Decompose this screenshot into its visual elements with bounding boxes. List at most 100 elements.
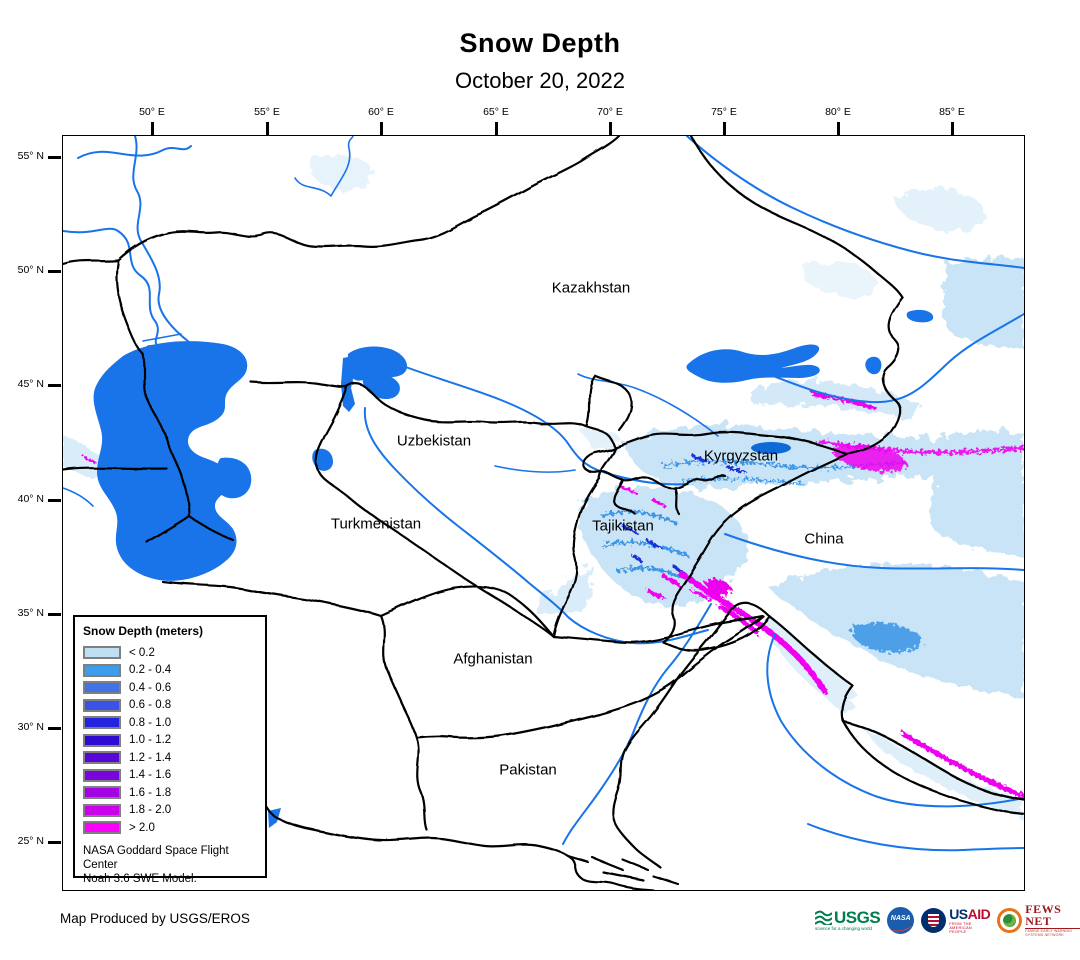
border-china-nepal <box>841 719 1024 802</box>
border-afghanistan-pakistan <box>415 614 765 740</box>
fewsnet-logo: FEWS NET FAMINE EARLY WARNING SYSTEMS NE… <box>997 903 1080 938</box>
coastline-arabian-sea <box>257 796 655 890</box>
lon-tick-label: 70° E <box>597 106 623 118</box>
snow-topmid-speckle <box>310 154 374 191</box>
border-kazakhstan-china <box>845 296 905 456</box>
page-title: Snow Depth <box>459 28 621 58</box>
legend-row: 1.6 - 1.8 <box>83 784 257 802</box>
country-label-tajikistan: Tajikistan <box>592 517 654 535</box>
lon-tick-label: 55° E <box>254 106 280 118</box>
usaid-logo: USAID FROM THE AMERICAN PEOPLE <box>921 907 991 934</box>
legend-swatch <box>83 716 121 730</box>
snow-magenta-layer <box>84 392 1024 799</box>
border-fergana-interlock <box>582 446 727 490</box>
river-volga-bend <box>77 145 192 159</box>
lat-tick-label: 35° N <box>17 607 44 619</box>
legend-swatch <box>83 821 121 835</box>
legend-label: 1.2 - 1.4 <box>129 751 172 764</box>
country-label-uzbekistan: Uzbekistan <box>396 432 472 450</box>
usgs-logo: USGS science for a changing world <box>815 909 881 932</box>
border-china-india-himalaya <box>767 614 855 723</box>
legend-label: 0.4 - 0.6 <box>129 681 172 694</box>
lat-tick-mark <box>48 270 61 273</box>
legend-row: 1.0 - 1.2 <box>83 732 257 750</box>
fewsnet-globe-icon <box>997 907 1023 933</box>
country-label-kazakhstan: Kazakhstan <box>551 279 631 297</box>
snow-tienshan-band <box>623 424 1024 488</box>
caspian-internal-west-lateral <box>63 467 169 472</box>
nasa-logo: NASA <box>887 906 915 934</box>
border-wakhan-corridor <box>661 614 771 652</box>
lat-tick-label: 45° N <box>17 378 44 390</box>
borders-layer <box>63 136 1024 890</box>
legend-swatch <box>83 646 121 660</box>
legend-row: 0.2 - 0.4 <box>83 662 257 680</box>
lat-tick-mark <box>48 384 61 387</box>
border-nepal-india <box>841 719 1024 816</box>
lon-tick-label: 80° E <box>825 106 851 118</box>
legend-label: 1.0 - 1.2 <box>129 734 172 747</box>
snow-magenta-pamir-flecks <box>646 574 710 600</box>
legend-source-note: NASA Goddard Space Flight Center Noah 3.… <box>83 844 257 887</box>
lon-tick-label: 60° E <box>368 106 394 118</box>
country-label-turkmenistan: Turkmenistan <box>330 515 422 533</box>
usgs-tagline: science for a changing world <box>815 925 873 931</box>
border-kazakhstan-uzbekistan <box>249 380 617 450</box>
legend-label: 1.8 - 2.0 <box>129 804 172 817</box>
border-china-kyrgyzstan-tajikistan <box>661 452 849 644</box>
border-kashmir-china <box>733 601 771 618</box>
rann-of-kutch-hatch <box>566 854 680 886</box>
lon-tick-mark <box>151 122 154 135</box>
usgs-wave-icon <box>815 910 832 925</box>
lon-tick-mark <box>951 122 954 135</box>
aral-sea-north <box>347 346 408 381</box>
river-irtysh <box>686 136 1024 269</box>
fewsnet-logo-text: FEWS NET <box>1025 903 1080 929</box>
river-ural <box>132 136 190 343</box>
river-ganges <box>807 823 1024 852</box>
lat-tick-label: 30° N <box>17 721 44 733</box>
snow-magenta-pamir-cluster <box>703 578 732 597</box>
lon-tick-mark <box>609 122 612 135</box>
legend-row: 0.6 - 0.8 <box>83 697 257 715</box>
legend-note-line2: Noah 3.6 SWE Model. <box>83 873 197 886</box>
fewsnet-tagline: FAMINE EARLY WARNING SYSTEMS NETWORK <box>1025 929 1073 937</box>
lake-balkhash <box>686 344 820 383</box>
snow-northeast-sparse <box>893 188 985 231</box>
legend-row: 1.8 - 2.0 <box>83 802 257 820</box>
legend-swatch <box>83 663 121 677</box>
border-fergana-interlock-2 <box>597 446 681 516</box>
usaid-seal-icon <box>921 907 947 933</box>
snow-deep-fleck-2 <box>691 454 747 474</box>
lat-tick-mark <box>48 841 61 844</box>
snow-magenta-fergana-flecks <box>621 486 667 508</box>
legend-label: 1.4 - 1.6 <box>129 769 172 782</box>
snow-magenta-caucasus <box>84 457 98 465</box>
legend-label: 1.6 - 1.8 <box>129 786 172 799</box>
border-uzbekistan-turkmenistan <box>314 384 555 638</box>
border-india-pakistan <box>612 604 737 870</box>
snow-speckle-pamir2 <box>601 540 690 558</box>
lon-tick-label: 75° E <box>711 106 737 118</box>
snow-magenta-karakoram <box>678 571 830 697</box>
border-russia-kazakhstan-northeast <box>689 136 905 300</box>
legend-title: Snow Depth (meters) <box>83 624 204 638</box>
map-credit: Map Produced by USGS/EROS <box>60 911 250 926</box>
lake-issyk-kul <box>751 442 791 454</box>
border-uzbek-north-jog <box>585 374 633 432</box>
legend-row: 1.2 - 1.4 <box>83 749 257 767</box>
snow-balkhash-ne <box>801 262 877 297</box>
border-russia-kazakhstan-north <box>116 136 621 262</box>
legend-label: 0.8 - 1.0 <box>129 716 172 729</box>
usaid-tagline: FROM THE AMERICAN PEOPLE <box>949 920 972 934</box>
snow-tibet-medium-cluster <box>851 622 922 653</box>
lat-tick-label: 25° N <box>17 835 44 847</box>
lat-tick-mark <box>48 499 61 502</box>
country-label-pakistan: Pakistan <box>499 761 557 779</box>
river-ili <box>762 313 1024 404</box>
legend-swatch <box>83 681 121 695</box>
legend-swatch <box>83 768 121 782</box>
lake-alakol <box>865 356 882 375</box>
lat-tick-mark <box>48 727 61 730</box>
